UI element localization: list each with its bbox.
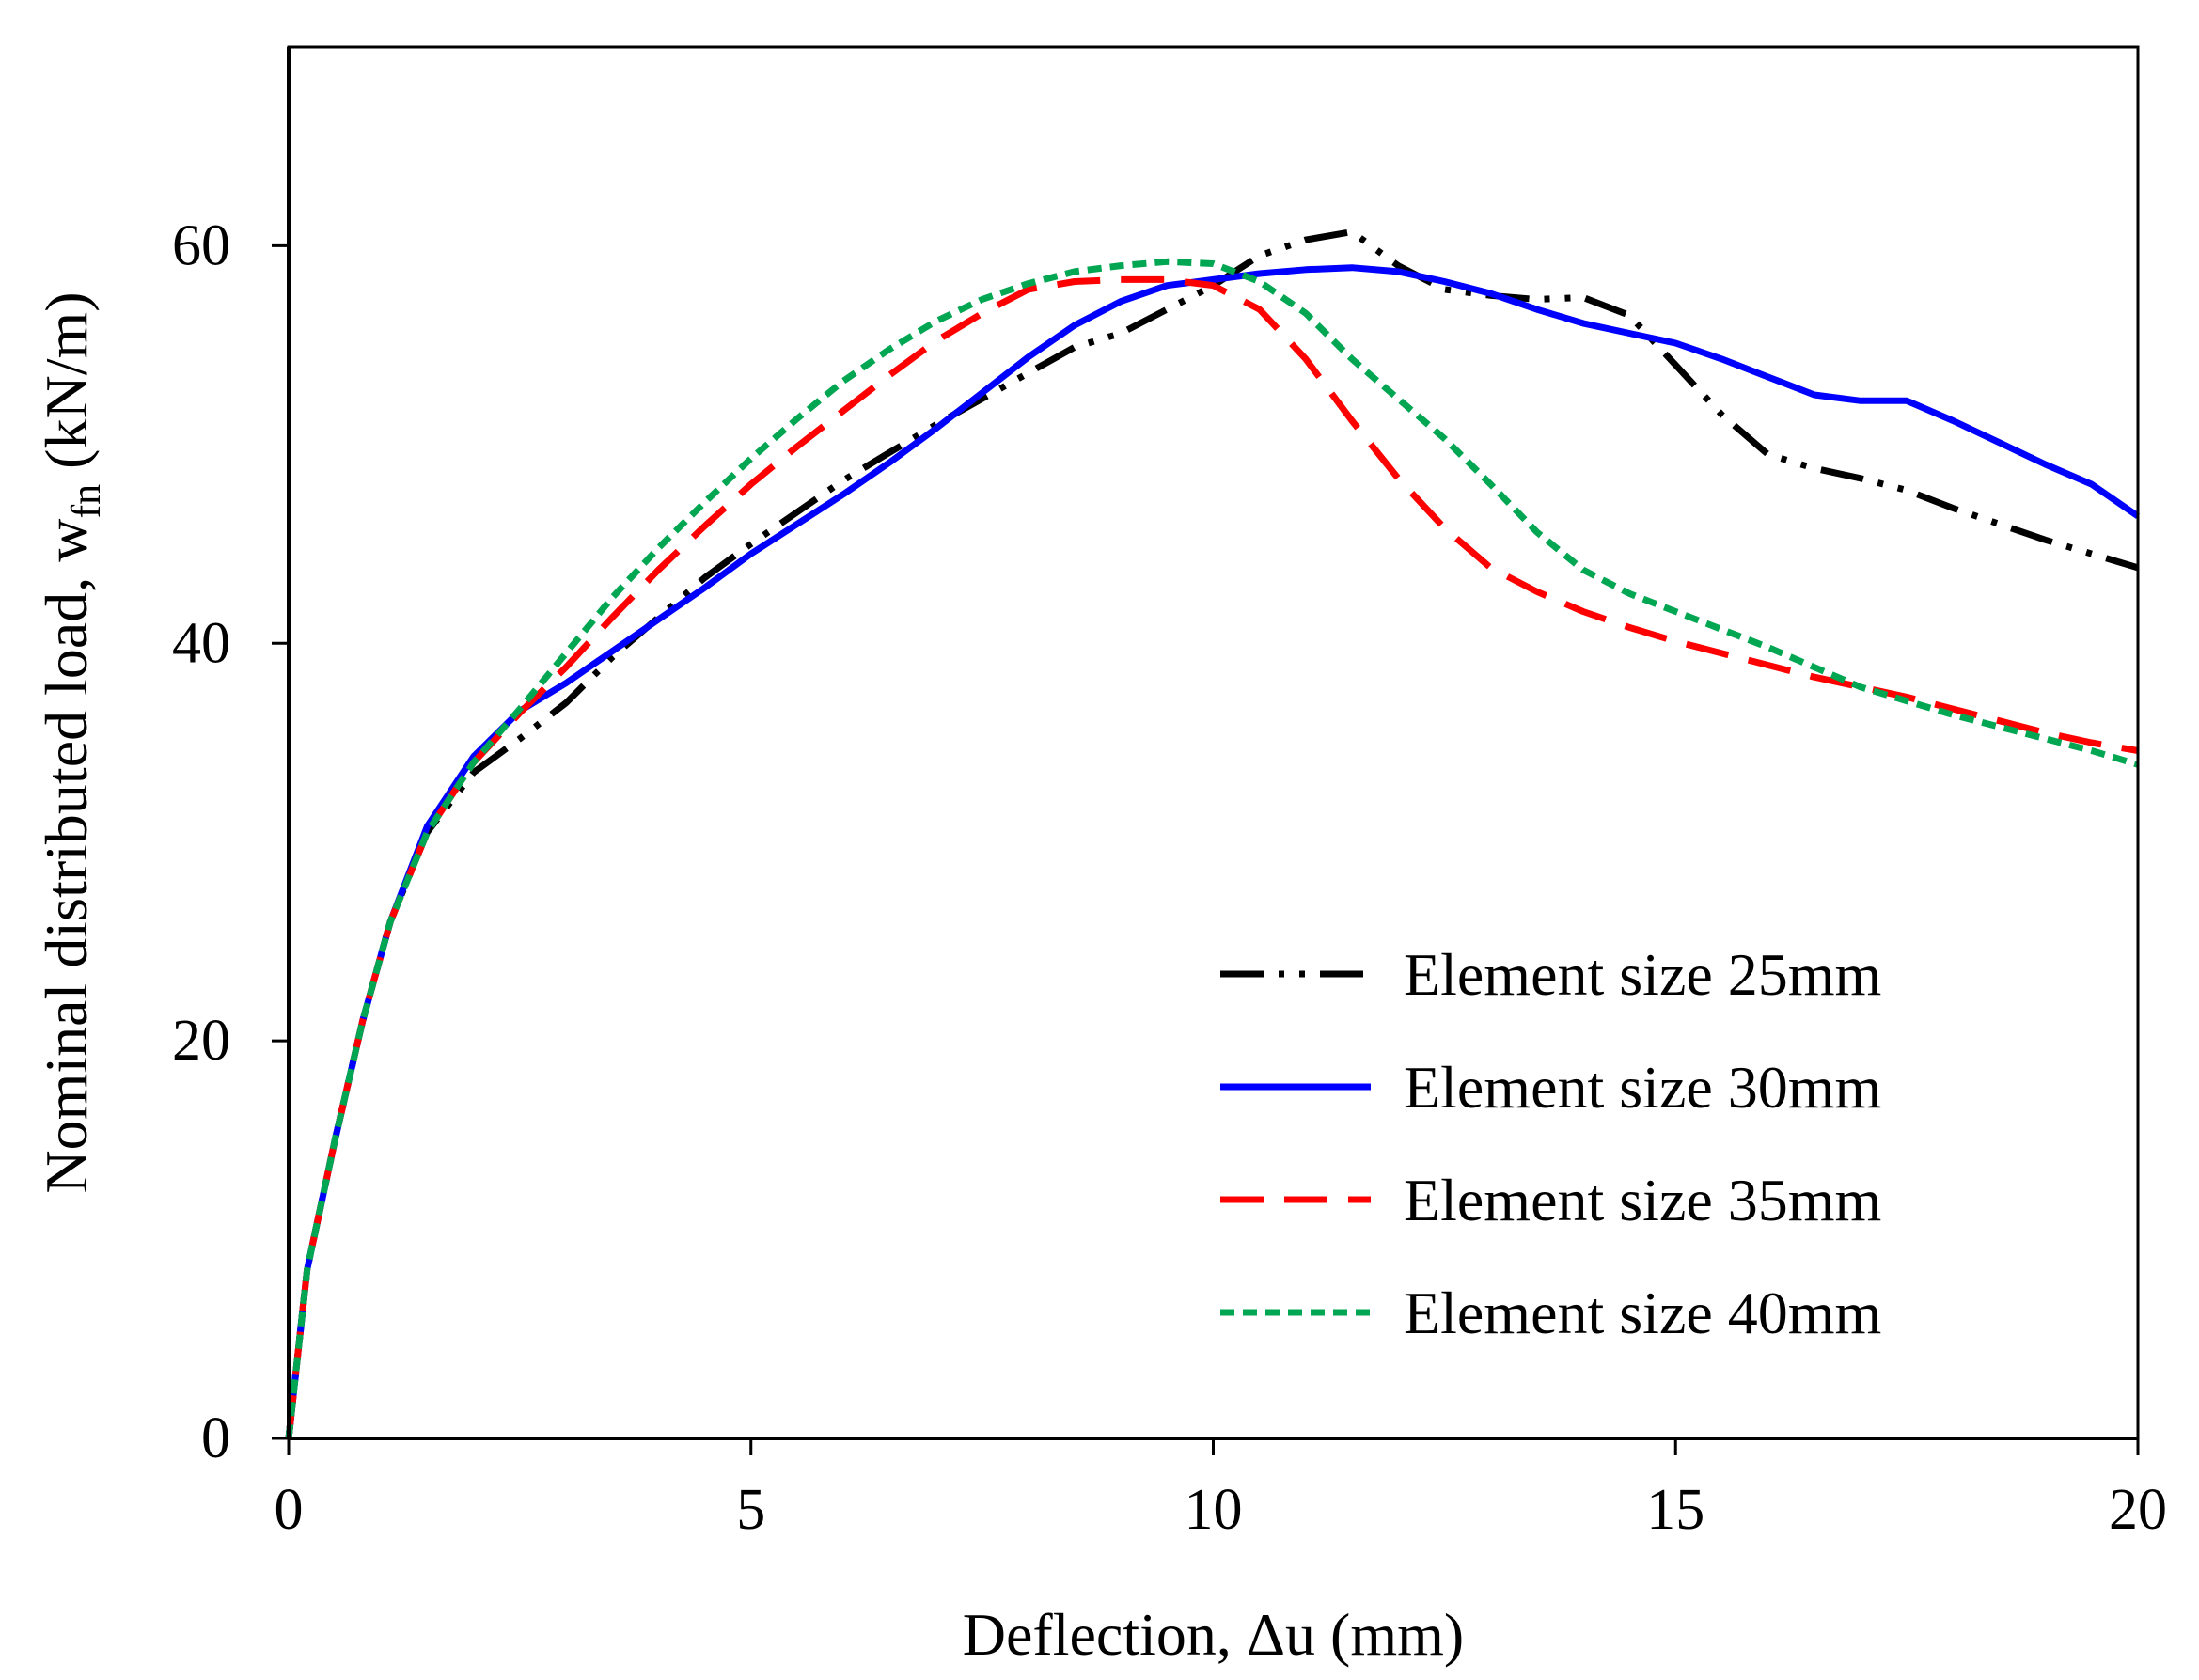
y-tick-label: 60 <box>172 213 230 277</box>
series-line-4 <box>285 258 2140 1439</box>
legend-label-3: Element size 35mm <box>1404 1167 1881 1233</box>
x-tick-label: 0 <box>275 1478 304 1542</box>
legend-label-4: Element size 40mm <box>1404 1280 1881 1346</box>
x-axis-title: Deflection, Δu (mm) <box>963 1601 1464 1668</box>
ticks-layer: 0 5 10 15 20 0 20 40 60 <box>172 213 2167 1542</box>
legend-label-1: Element size 25mm <box>1404 941 1881 1008</box>
legend: Element size 25mm Element size 30mm Elemen… <box>1220 941 1881 1346</box>
y-tick-label: 20 <box>172 1009 230 1073</box>
y-axis-title-subscript: fn <box>63 484 109 519</box>
y-axis-title-unit: (kN/m) <box>33 291 100 483</box>
series-layer <box>285 228 2140 1439</box>
y-tick-label: 40 <box>172 611 230 675</box>
y-axis-title: Nominal distributed load, wfn (kN/m) <box>33 291 109 1193</box>
y-tick-label: 0 <box>201 1406 230 1470</box>
series-line-1 <box>285 228 2140 1439</box>
x-tick-label: 10 <box>1185 1478 1243 1542</box>
x-tick-label: 15 <box>1646 1478 1704 1542</box>
x-tick-label: 5 <box>736 1478 765 1542</box>
x-tick-label: 20 <box>2109 1478 2167 1542</box>
y-axis-title-main: Nominal distributed load, w <box>33 518 100 1193</box>
legend-label-2: Element size 30mm <box>1404 1054 1881 1121</box>
